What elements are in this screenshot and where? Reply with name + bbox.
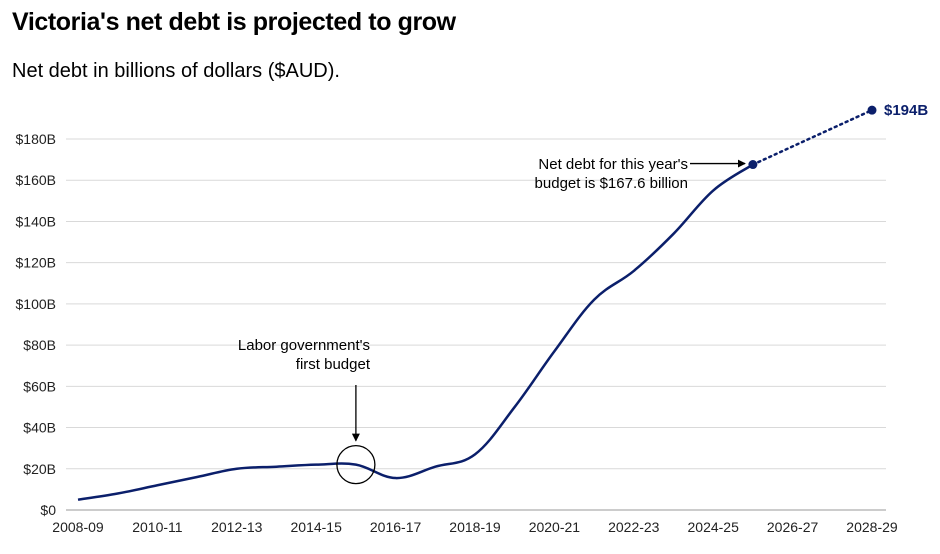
chart-title: Victoria's net debt is projected to grow xyxy=(12,8,456,36)
series-lines: $194B xyxy=(77,102,928,501)
y-axis-tick-labels: $0 $20B $40B $60B $80B $100B $120B $140B $160B $1… xyxy=(16,131,57,518)
y-tick-label: $140B xyxy=(16,213,56,229)
gridlines xyxy=(66,138,886,511)
end-value-label: $194B xyxy=(884,102,928,119)
x-tick-label: 2008-09 xyxy=(52,519,104,535)
y-tick-label: $160B xyxy=(16,172,56,188)
x-tick-label: 2014-15 xyxy=(291,519,343,535)
x-tick-label: 2016-17 xyxy=(370,519,422,535)
chart-subtitle: Net debt in billions of dollars ($AUD). xyxy=(12,60,340,82)
annotation-text: budget is $167.6 billion xyxy=(535,175,688,192)
x-tick-label: 2028-29 xyxy=(846,519,898,535)
x-tick-label: 2010-11 xyxy=(132,519,183,535)
projection-end-point xyxy=(867,105,877,115)
x-tick-label: 2012-13 xyxy=(211,519,263,535)
x-tick-label: 2026-27 xyxy=(767,519,819,535)
annotation-text: Labor government's xyxy=(238,337,370,354)
highlight-circle xyxy=(336,445,376,485)
x-axis-tick-labels: 2008-09 2010-11 2012-13 2014-15 2016-17 2018-… xyxy=(52,519,898,535)
current-year-point xyxy=(748,160,758,170)
net-debt-line xyxy=(77,163,754,501)
x-tick-label: 2020-21 xyxy=(529,519,581,535)
annotation-text: Net debt for this year's xyxy=(538,156,688,173)
y-tick-label: $180B xyxy=(16,131,56,147)
y-tick-label: $40B xyxy=(23,420,56,436)
y-tick-label: $20B xyxy=(23,461,56,477)
y-tick-label: $100B xyxy=(16,296,56,312)
x-tick-label: 2024-25 xyxy=(688,519,740,535)
projection-line xyxy=(751,108,874,166)
x-tick-label: 2022-23 xyxy=(608,519,660,535)
y-tick-label: $60B xyxy=(23,378,56,394)
y-tick-label: $0 xyxy=(40,502,56,518)
y-tick-label: $120B xyxy=(16,255,56,271)
x-tick-label: 2018-19 xyxy=(449,519,501,535)
annotation-text: first budget xyxy=(296,356,371,373)
y-tick-label: $80B xyxy=(23,337,56,353)
annotations: Labor government's first budget Net debt f… xyxy=(238,156,758,485)
